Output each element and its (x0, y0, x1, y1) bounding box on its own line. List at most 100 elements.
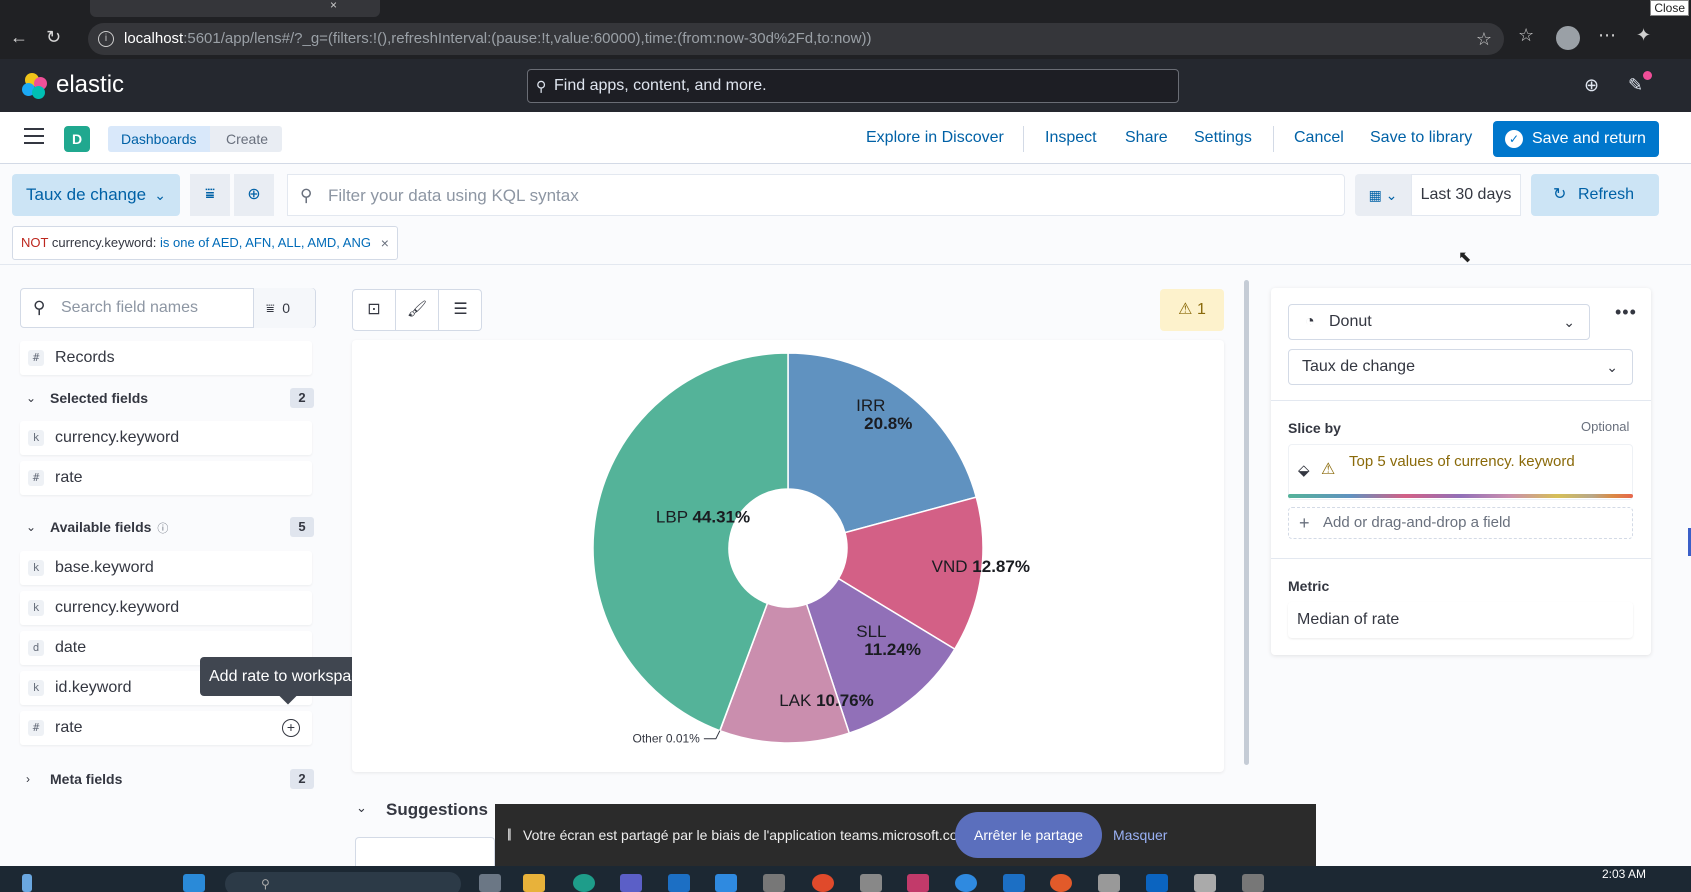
file-explorer-icon[interactable] (523, 874, 545, 892)
cancel-link[interactable]: Cancel (1294, 129, 1344, 146)
save-to-library-link[interactable]: Save to library (1370, 129, 1473, 146)
filter-pill[interactable]: NOT currency.keyword: is one of AED, AFN… (12, 226, 398, 260)
space-avatar[interactable]: D (64, 126, 90, 152)
save-and-return-button[interactable]: ✓ Save and return (1493, 121, 1659, 157)
start-icon[interactable] (183, 874, 205, 892)
app-icon[interactable] (907, 874, 929, 892)
selected-fields-group[interactable]: ⌄ Selected fields 2 (24, 385, 316, 411)
slice-label-other: Other 0.01% (632, 732, 700, 746)
metric-dimension[interactable]: Median of rate (1288, 602, 1633, 638)
field-search-input[interactable]: ⚲ Search field names ⩸ 0 (20, 288, 316, 328)
add-field-label: Add or drag-and-drop a field (1323, 514, 1511, 531)
app-icon[interactable] (955, 874, 977, 892)
menu-hamburger-icon[interactable] (24, 128, 44, 144)
tab-close-icon[interactable]: × (330, 0, 338, 12)
app-icon[interactable] (1242, 874, 1264, 892)
profile-avatar[interactable] (1556, 26, 1580, 50)
browser-tab[interactable] (90, 0, 380, 17)
group-label: Meta fields (50, 771, 123, 787)
more-options-icon[interactable]: ••• (1615, 302, 1637, 322)
explore-in-discover-link[interactable]: Explore in Discover (866, 129, 1004, 146)
slice-lbp[interactable] (592, 352, 789, 732)
app-icon[interactable] (860, 874, 882, 892)
stop-sharing-button[interactable]: Arrêter le partage (955, 812, 1102, 858)
workspace-scrollbar[interactable] (1244, 280, 1249, 765)
vscode-icon[interactable] (715, 874, 737, 892)
copilot-icon[interactable]: ✦ (1636, 25, 1652, 45)
field-item[interactable]: # rate + (20, 711, 312, 745)
outlook-icon[interactable] (668, 874, 690, 892)
save-and-return-label: Save and return (1532, 130, 1646, 147)
edge-icon[interactable] (573, 874, 595, 892)
breadcrumb-dashboards[interactable]: Dashboards (108, 126, 211, 152)
elastic-logo-icon[interactable] (22, 73, 48, 99)
global-search-input[interactable]: ⚲ Find apps, content, and more. (527, 69, 1179, 103)
reload-icon[interactable]: ↻ (46, 27, 62, 47)
date-range-display[interactable]: Last 30 days (1411, 174, 1521, 216)
slice-vnd[interactable] (837, 496, 984, 651)
word-icon[interactable] (1003, 874, 1025, 892)
field-item[interactable]: k currency.keyword (20, 591, 312, 625)
app-icon[interactable] (1098, 874, 1120, 892)
field-name: Records (55, 349, 115, 366)
slice-sll[interactable] (805, 577, 956, 735)
field-item[interactable]: k currency.keyword (20, 421, 312, 455)
add-field-dropzone[interactable]: + Add or drag-and-drop a field (1288, 507, 1633, 539)
filter-lines-icon: ⩸ (205, 186, 215, 203)
warnings-button[interactable]: ⚠ 1 (1160, 289, 1224, 331)
widgets-icon[interactable] (22, 874, 32, 892)
news-feed-icon[interactable]: ✎ (1628, 75, 1644, 95)
favorites-icon[interactable]: ☆ (1518, 25, 1535, 45)
meta-fields-group[interactable]: › Meta fields 2 (24, 766, 316, 792)
field-item[interactable]: k id.keyword (20, 671, 312, 705)
app-icon[interactable] (763, 874, 785, 892)
legend-icon[interactable]: ☰ (453, 301, 468, 318)
field-filter-button[interactable]: ⩸ 0 (253, 288, 315, 328)
layer-data-view-select[interactable]: Taux de change ⌄ (1288, 349, 1633, 385)
slice-lak[interactable] (718, 602, 851, 744)
available-fields-group[interactable]: ⌄ Available fields ⓘ 5 (24, 514, 316, 540)
suggestion-card[interactable] (355, 837, 495, 867)
task-view-icon[interactable] (479, 874, 501, 892)
add-filter-button[interactable]: ⊕ (234, 174, 274, 216)
elastic-brand[interactable]: elastic (56, 71, 125, 98)
paint-brush-icon[interactable]: 🖌 (396, 290, 439, 330)
info-icon[interactable]: ⓘ (157, 523, 169, 535)
donut-chart[interactable]: IRR 20.8% VND 12.87% SLL 11.24% LAK 10.76% Oth… (352, 340, 1224, 772)
date-quick-menu-button[interactable]: ▦ ⌄ (1355, 174, 1411, 216)
help-icon[interactable]: ⊕ (1584, 75, 1600, 95)
app-icon[interactable] (1050, 874, 1072, 892)
inspect-link[interactable]: Inspect (1045, 129, 1097, 146)
field-item[interactable]: k base.keyword (20, 551, 312, 585)
donut-type-icon: ◔ (1305, 313, 1315, 330)
refresh-button[interactable]: ↻ Refresh (1531, 174, 1659, 216)
app-icon[interactable] (1194, 874, 1216, 892)
titles-text-icon[interactable]: ⊡ (353, 290, 396, 330)
app-icon[interactable] (1146, 874, 1168, 892)
paint-bucket-icon[interactable]: ⬙ (1298, 462, 1310, 479)
slice-label-irr: IRR 20.8% (856, 396, 912, 433)
taskbar-search[interactable]: ⚲ (225, 872, 461, 892)
chart-type-select[interactable]: ◔ Donut ⌄ (1288, 304, 1590, 340)
hide-banner-link[interactable]: Masquer (1113, 827, 1168, 843)
address-bar[interactable]: i localhost:5601/app/lens#/?_g=(filters:… (88, 23, 1504, 55)
slice-irr[interactable] (787, 352, 978, 534)
field-name: currency.keyword (55, 599, 180, 616)
remove-filter-icon[interactable]: × (380, 235, 389, 251)
teams-icon[interactable] (620, 874, 642, 892)
slice-by-dimension[interactable]: ⬙ ⚠ Top 5 values of currency. keyword (1288, 444, 1633, 500)
bookmark-star-icon[interactable]: ☆ (1475, 29, 1492, 49)
field-item[interactable]: # rate (20, 461, 312, 495)
add-to-workspace-icon[interactable]: + (282, 719, 300, 737)
suggestions-toggle[interactable]: ⌄ Suggestions (356, 800, 488, 820)
extensions-icon[interactable]: ⋯ (1598, 25, 1616, 45)
filter-menu-button[interactable]: ⩸ (190, 174, 230, 216)
field-records[interactable]: # Records (20, 341, 312, 375)
kql-query-input[interactable]: ⚲ Filter your data using KQL syntax (287, 174, 1345, 216)
data-view-picker[interactable]: Taux de change ⌄ (12, 174, 180, 216)
site-info-icon[interactable]: i (98, 31, 114, 47)
chrome-icon[interactable] (812, 874, 834, 892)
share-link[interactable]: Share (1125, 129, 1168, 146)
settings-link[interactable]: Settings (1194, 129, 1252, 146)
back-arrow-icon[interactable]: ← (10, 27, 28, 47)
